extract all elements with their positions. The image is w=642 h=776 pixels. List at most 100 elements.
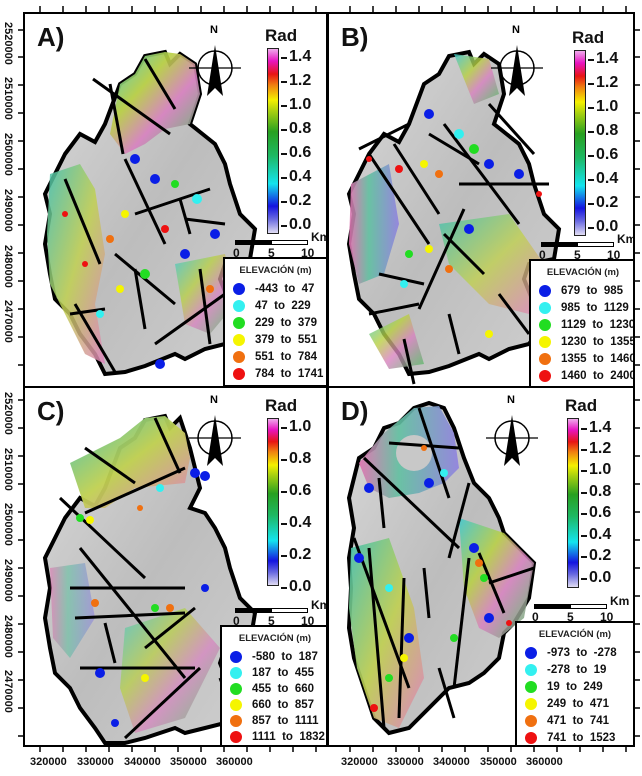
legend-marker bbox=[525, 731, 537, 744]
legend-item: 784 to 1741 bbox=[233, 366, 323, 381]
panel-label: A) bbox=[37, 22, 65, 52]
panel-label: D) bbox=[341, 396, 369, 426]
y-tick-label: 2470000 bbox=[2, 670, 14, 713]
legend-item: 229 to 379 bbox=[233, 315, 317, 330]
legend-item: -443 to 47 bbox=[233, 281, 314, 296]
study-area-map bbox=[42, 413, 258, 745]
colorbar-title: Rad bbox=[572, 28, 605, 47]
legend-item: -580 to 187 bbox=[230, 649, 318, 664]
north-label: N bbox=[210, 394, 218, 406]
legend-marker bbox=[230, 682, 242, 695]
legend-item: 19 to 249 bbox=[525, 679, 603, 694]
colorbar-title: Rad bbox=[265, 26, 298, 45]
legend-marker bbox=[525, 646, 537, 659]
x-tick-label: 340000 bbox=[124, 756, 161, 768]
y-tick-label: 2480000 bbox=[2, 615, 14, 658]
legend-marker bbox=[539, 301, 551, 314]
legend-marker bbox=[233, 299, 245, 312]
elevation-legend: ELEVACIÓN (m) -973 to -278 -278 to 19 19… bbox=[515, 621, 633, 745]
y-tick-label: 2500000 bbox=[2, 133, 14, 176]
y-tick-label: 2510000 bbox=[2, 77, 14, 120]
scale-bar: Km 0 5 10 bbox=[539, 232, 635, 262]
x-tick-label: 330000 bbox=[77, 756, 114, 768]
legend-marker bbox=[230, 698, 242, 711]
x-tick-label: 360000 bbox=[526, 756, 563, 768]
panel-label: B) bbox=[341, 22, 369, 52]
legend-marker bbox=[539, 318, 551, 331]
legend-item: 985 to 1129 bbox=[539, 300, 629, 315]
y-tick-label: 2510000 bbox=[2, 448, 14, 491]
legend-title: ELEVACIÓN (m) bbox=[238, 633, 312, 644]
legend-item: 741 to 1523 bbox=[525, 730, 615, 745]
legend-title: ELEVACIÓN (m) bbox=[239, 265, 312, 276]
legend-marker bbox=[230, 666, 242, 679]
legend-item: 1460 to 2400 bbox=[539, 368, 633, 383]
colorbar: Rad 1.4 1.2 1.0 0.8 0.6 0.4 0.2 0.0 bbox=[572, 28, 619, 236]
y-tick-label: 2520000 bbox=[2, 22, 14, 65]
scale-bar: Km 0 5 10 bbox=[233, 230, 326, 260]
x-tick-label: 360000 bbox=[216, 756, 253, 768]
legend-item: 1230 to 1355 bbox=[539, 334, 633, 349]
legend-marker bbox=[230, 650, 242, 663]
legend-item: 471 to 741 bbox=[525, 713, 609, 728]
legend-item: 660 to 857 bbox=[230, 697, 314, 712]
legend-item: -278 to 19 bbox=[525, 662, 606, 677]
north-arrow-icon bbox=[189, 45, 241, 96]
x-tick-label: 340000 bbox=[433, 756, 470, 768]
x-tick-label: 330000 bbox=[387, 756, 424, 768]
legend-item: 47 to 229 bbox=[233, 298, 311, 313]
legend-marker bbox=[230, 714, 242, 727]
legend-marker bbox=[539, 284, 551, 297]
legend-marker bbox=[539, 335, 551, 348]
legend-marker bbox=[230, 730, 242, 743]
legend-item: 857 to 1111 bbox=[230, 713, 319, 728]
y-tick-label: 2470000 bbox=[2, 300, 14, 343]
y-tick-label: 2480000 bbox=[2, 245, 14, 288]
colorbar: Rad 1.4 1.2 1.0 0.8 0.6 0.4 0.2 0.0 bbox=[265, 26, 312, 234]
panel-c: C) N Rad 1.0 0.8 0.6 0.4 0.2 0.0 Km 0 5 … bbox=[23, 386, 328, 747]
legend-marker bbox=[525, 663, 537, 676]
legend-marker bbox=[233, 282, 245, 295]
legend-marker bbox=[233, 316, 245, 329]
legend-marker bbox=[233, 367, 245, 380]
legend-item: 1111 to 1832 bbox=[230, 729, 325, 744]
colorbar-title: Rad bbox=[265, 396, 298, 415]
legend-item: 679 to 985 bbox=[539, 283, 623, 298]
north-arrow-icon bbox=[486, 415, 538, 466]
study-area-map bbox=[346, 400, 537, 736]
x-tick-label: 320000 bbox=[341, 756, 378, 768]
legend-marker bbox=[233, 333, 245, 346]
panel-a: A) N Rad 1.4 1.2 1.0 0.8 0.6 0.4 0.2 0.0… bbox=[23, 12, 328, 388]
elevation-legend: ELEVACIÓN (m) 679 to 985 985 to 1129 112… bbox=[529, 259, 633, 386]
elevation-legend: ELEVACIÓN (m) -443 to 47 47 to 229 229 t… bbox=[223, 257, 326, 386]
legend-marker bbox=[525, 680, 537, 693]
legend-marker bbox=[233, 350, 245, 363]
legend-marker bbox=[525, 697, 537, 710]
study-area-map bbox=[346, 49, 562, 385]
x-tick-label: 320000 bbox=[30, 756, 67, 768]
legend-item: 249 to 471 bbox=[525, 696, 609, 711]
panel-d: D) N Rad 1.4 1.2 1.0 0.8 0.6 0.4 0.2 0.0… bbox=[327, 386, 635, 747]
north-arrow-icon bbox=[189, 415, 241, 466]
x-tick-label: 350000 bbox=[170, 756, 207, 768]
north-label: N bbox=[210, 24, 218, 36]
panel-b: B) N Rad 1.4 1.2 1.0 0.8 0.6 0.4 0.2 0.0… bbox=[327, 12, 635, 388]
north-arrow-icon bbox=[491, 45, 543, 96]
legend-item: 1129 to 1230 bbox=[539, 317, 633, 332]
y-tick-label: 2520000 bbox=[2, 392, 14, 435]
north-label: N bbox=[507, 394, 515, 406]
scale-bar: Km 0 5 10 bbox=[233, 598, 326, 628]
y-tick-label: 2490000 bbox=[2, 189, 14, 232]
x-tick-label: 350000 bbox=[480, 756, 517, 768]
legend-item: 379 to 551 bbox=[233, 332, 317, 347]
legend-marker bbox=[539, 369, 551, 382]
colorbar-title: Rad bbox=[565, 396, 598, 415]
colorbar: Rad 1.0 0.8 0.6 0.4 0.2 0.0 bbox=[265, 396, 312, 595]
legend-title: ELEVACIÓN (m) bbox=[546, 267, 620, 278]
legend-item: 455 to 660 bbox=[230, 681, 314, 696]
scale-bar: Km 0 5 10 bbox=[532, 594, 630, 624]
y-tick-label: 2490000 bbox=[2, 559, 14, 602]
panel-label: C) bbox=[37, 396, 65, 426]
legend-item: 551 to 784 bbox=[233, 349, 317, 364]
legend-title: ELEVACIÓN (m) bbox=[538, 629, 612, 640]
